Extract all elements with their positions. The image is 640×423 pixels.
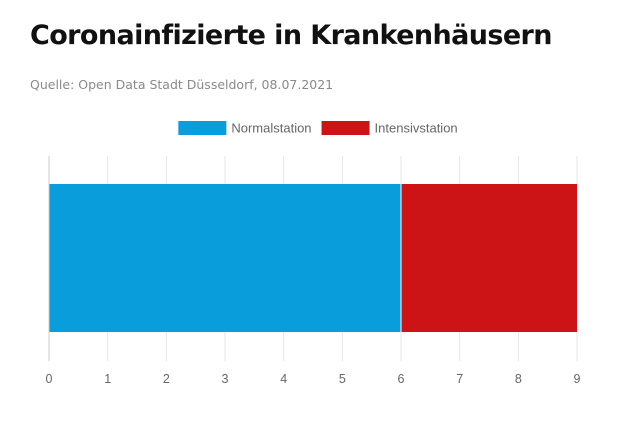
chart-title: Coronainfizierte in Krankenhäusern (30, 20, 552, 51)
legend-label-intensivstation: Intensivstation (375, 121, 458, 136)
x-tick-label: 9 (574, 372, 581, 386)
chart-legend: Normalstation Intensivstation (178, 121, 458, 136)
bar-group (49, 184, 577, 332)
x-axis: 0 1 2 3 4 5 6 7 8 9 (46, 156, 581, 386)
legend-item-intensivstation[interactable]: Intensivstation (321, 121, 458, 136)
bar-intensivstation[interactable] (401, 184, 577, 332)
x-tick-label: 6 (398, 372, 405, 386)
x-tick-label: 7 (456, 372, 463, 386)
x-tick-label: 2 (163, 372, 170, 386)
legend-swatch-intensivstation (321, 121, 370, 135)
x-tick-label: 1 (104, 372, 111, 386)
x-tick-label: 5 (339, 372, 346, 386)
stacked-bar-chart: Normalstation Intensivstation 0 1 2 3 4 5 6 7 8 9 (46, 121, 581, 387)
legend-swatch-normalstation (178, 121, 227, 135)
x-tick-label: 8 (515, 372, 522, 386)
legend-item-normalstation[interactable]: Normalstation (178, 121, 312, 136)
x-tick-label: 3 (222, 372, 229, 386)
x-tick-label: 0 (46, 372, 53, 386)
legend-label-normalstation: Normalstation (231, 121, 311, 136)
chart-source: Quelle: Open Data Stadt Düsseldorf, 08.0… (30, 77, 334, 92)
x-tick-label: 4 (280, 372, 287, 386)
bar-normalstation[interactable] (49, 184, 401, 332)
